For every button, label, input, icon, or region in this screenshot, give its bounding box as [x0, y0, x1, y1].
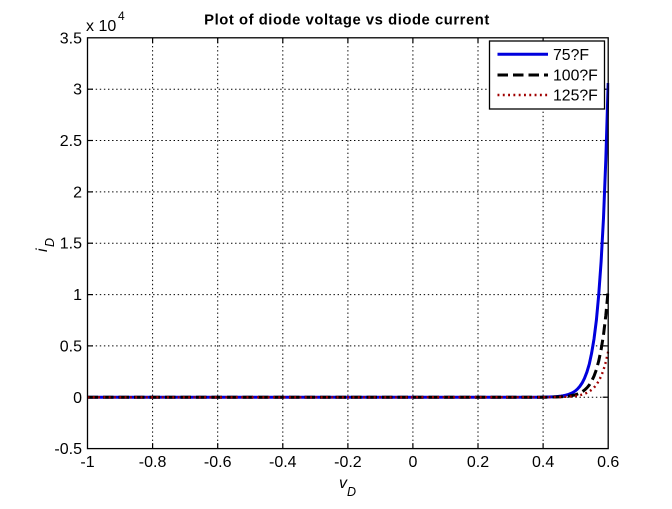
- svg-text:i: i: [34, 248, 51, 252]
- svg-text:3: 3: [73, 82, 82, 99]
- svg-text:-0.5: -0.5: [54, 441, 82, 458]
- svg-text:-0.8: -0.8: [139, 454, 167, 471]
- svg-text:-0.6: -0.6: [204, 454, 232, 471]
- svg-text:0.5: 0.5: [60, 338, 82, 355]
- svg-text:-0.4: -0.4: [269, 454, 297, 471]
- svg-text:-0.2: -0.2: [334, 454, 362, 471]
- svg-text:0.6: 0.6: [597, 454, 619, 471]
- svg-text:4: 4: [118, 9, 125, 23]
- svg-text:0: 0: [408, 454, 417, 471]
- svg-text:100?F: 100?F: [553, 68, 598, 85]
- svg-text:Plot of diode voltage vs diode: Plot of diode voltage vs diode current: [204, 13, 490, 29]
- svg-text:0: 0: [73, 390, 82, 407]
- svg-text:1.5: 1.5: [60, 236, 82, 253]
- svg-text:-1: -1: [80, 454, 94, 471]
- svg-text:75?F: 75?F: [553, 47, 589, 64]
- svg-text:2.5: 2.5: [60, 133, 82, 150]
- svg-text:x 10: x 10: [86, 18, 116, 35]
- svg-text:0.4: 0.4: [532, 454, 554, 471]
- svg-text:125?F: 125?F: [553, 88, 598, 105]
- svg-text:0.2: 0.2: [467, 454, 489, 471]
- svg-text:D: D: [43, 238, 57, 247]
- svg-text:3.5: 3.5: [60, 30, 82, 47]
- svg-text:v: v: [339, 475, 348, 492]
- svg-text:D: D: [347, 485, 356, 499]
- svg-text:2: 2: [73, 184, 82, 201]
- svg-text:1: 1: [73, 287, 82, 304]
